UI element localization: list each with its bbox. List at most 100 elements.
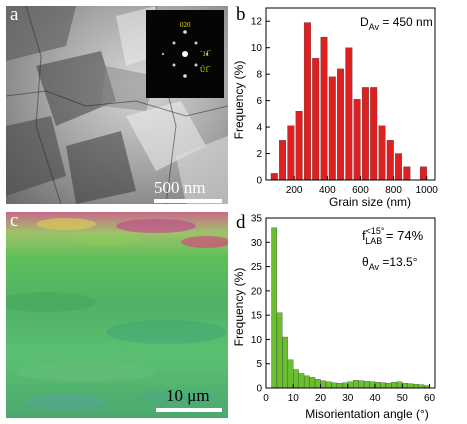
x-tick-label: 30 (342, 393, 354, 404)
y-tick-label: 0 (256, 384, 262, 395)
bar (419, 166, 427, 181)
bar (385, 382, 392, 389)
bar (287, 359, 294, 389)
bar (391, 382, 397, 389)
bar (270, 173, 278, 181)
bar (364, 381, 370, 389)
ebsd-texture (6, 218, 228, 410)
bar (378, 125, 386, 181)
bar (303, 22, 311, 181)
y-tick-label: 20 (251, 286, 263, 297)
y-tick-label: 35 (251, 214, 263, 225)
bar (374, 382, 381, 389)
scale-bar-label-a: 500 nm (154, 178, 206, 197)
bar (353, 99, 361, 181)
bar (298, 373, 305, 389)
ebsd-map: c 10 μm (6, 212, 228, 418)
saed-label-020: 020 (180, 21, 191, 29)
bar (403, 166, 411, 181)
bar (342, 382, 348, 389)
scale-bar-label-c: 10 μm (166, 386, 210, 405)
saed-pattern: 020 ˉ11̅ Ű1̅̅ (146, 10, 224, 98)
x-tick-label: 40 (369, 393, 381, 404)
x-tick-label: 600 (352, 185, 369, 196)
bar (402, 382, 408, 389)
bar (386, 140, 394, 181)
y-tick-label: 0 (256, 176, 262, 187)
panel-label-d: d (236, 212, 246, 233)
bar (345, 47, 353, 181)
bar (361, 87, 369, 181)
x-tick-label: 60 (424, 393, 436, 404)
bar (325, 381, 332, 389)
bar (276, 312, 283, 389)
panel-label-c: c (10, 212, 19, 231)
bar (336, 382, 343, 389)
bar (304, 375, 310, 389)
bar (353, 380, 359, 389)
x-tick-label: 400 (319, 185, 336, 196)
bar (380, 382, 387, 389)
mean-angle-annotation: θAv =13.5° (362, 255, 418, 272)
x-tick-label: 20 (315, 393, 327, 404)
y-axis-label-b: Frequency (%) (232, 61, 246, 140)
bar (337, 68, 345, 181)
grain-texture (6, 6, 228, 204)
bar (396, 381, 403, 389)
bar (312, 58, 320, 181)
plot-frame (265, 7, 436, 181)
y-tick-label: 12 (251, 17, 263, 28)
x-tick-label: 200 (286, 185, 303, 196)
x-axis-label-d: Misorientation angle (°) (305, 407, 429, 421)
bar (358, 380, 365, 389)
panel-label-a: a (10, 6, 19, 25)
x-tick-label: 10 (288, 393, 300, 404)
bar (279, 140, 287, 181)
y-tick-label: 15 (251, 311, 263, 322)
bar (369, 381, 376, 389)
bar (331, 382, 337, 389)
y-axis-label-d: Frequency (%) (232, 268, 246, 347)
scale-bar-c (156, 408, 222, 412)
bar (271, 227, 277, 389)
y-tick-label: 10 (251, 335, 263, 346)
y-tick-label: 30 (251, 238, 263, 249)
saed-spots (161, 30, 209, 78)
y-tick-label: 5 (256, 359, 262, 370)
bar (320, 380, 327, 389)
saed-label-2: Ű1̅̅ (200, 66, 209, 74)
y-tick-label: 8 (256, 70, 262, 81)
bar (282, 336, 288, 389)
bar (295, 111, 303, 181)
saed-label-1: ˉ11̅ (200, 50, 210, 58)
bar (320, 36, 328, 181)
x-tick-label: 0 (263, 393, 269, 404)
panel-label-b: b (236, 4, 246, 25)
bar (370, 87, 378, 181)
bar (407, 383, 414, 389)
bar (309, 377, 316, 389)
bar (314, 379, 321, 389)
x-tick-label: 1000 (416, 185, 439, 196)
plot-frame (265, 217, 436, 389)
bar (395, 153, 403, 181)
scale-bar-a (154, 199, 222, 203)
y-tick-label: 2 (256, 149, 262, 160)
y-tick-label: 10 (251, 43, 263, 54)
y-tick-label: 6 (256, 96, 262, 107)
x-tick-label: 800 (385, 185, 402, 196)
grain-size-histogram: 200 400 600 800 1000 0 2 4 6 8 10 12 DAv = 450 nm G… (232, 7, 439, 209)
y-tick-label: 25 (251, 262, 263, 273)
misorientation-histogram: 0 10 20 30 40 50 60 0 5 10 15 20 25 30 35 f<15° LAB = 7… (232, 214, 436, 422)
tem-micrograph: a 020 ˉ11̅ Ű1̅̅ 500 nm (6, 6, 228, 204)
bar (347, 381, 354, 389)
x-tick-label: 50 (397, 393, 409, 404)
mean-grain-size-annotation: DAv = 450 nm (360, 15, 433, 32)
y-tick-label: 4 (256, 123, 262, 134)
bar (293, 369, 299, 389)
bar (328, 76, 336, 181)
lab-fraction-annotation: f<15° LAB = 74% (362, 226, 424, 246)
bar (418, 384, 425, 389)
x-axis-label-b: Grain size (nm) (329, 195, 411, 209)
bar (413, 383, 419, 389)
